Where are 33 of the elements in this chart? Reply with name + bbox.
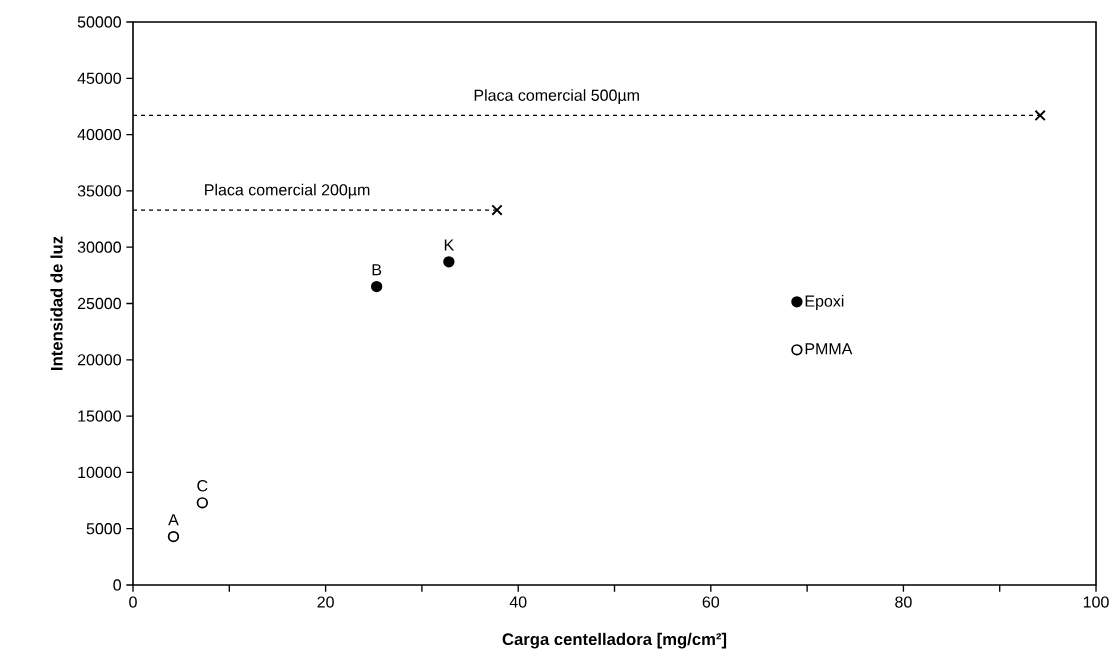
y-tick-label: 35000 — [77, 185, 121, 197]
y-tick-label: 10000 — [78, 466, 121, 479]
annotation: Placa comercial 500µm — [474, 89, 639, 105]
annotation: C — [197, 480, 208, 492]
point — [1034, 109, 1046, 122]
y-tick-label: 25000 — [77, 297, 121, 310]
y-tick-label: 45000 — [77, 72, 121, 84]
annotation: A — [168, 514, 179, 526]
annotation: K — [444, 239, 455, 251]
annotation: B — [372, 264, 382, 276]
x-tick-label: 40 — [509, 596, 527, 608]
point — [196, 497, 209, 509]
annotation: Placa comercial 200µm — [205, 183, 370, 199]
y-tick-label: 30000 — [77, 241, 121, 253]
x-axis-title: Carga centelladora [mg/cm²] — [502, 632, 727, 649]
point — [491, 204, 503, 216]
legend-label: Epoxi — [805, 295, 844, 310]
x-tick-label: 60 — [702, 596, 720, 608]
x-tick-label: 20 — [317, 596, 334, 608]
y-tick-label: 20000 — [77, 354, 121, 366]
y-tick-label: 50000 — [77, 16, 121, 28]
point — [167, 530, 180, 543]
point — [370, 280, 383, 293]
y-tick-label: 5000 — [86, 523, 121, 535]
y-axis-title: Intensidad de luz — [50, 236, 63, 370]
y-tick-label: 0 — [113, 579, 122, 591]
legend-label: PMMA — [805, 343, 853, 355]
point — [443, 256, 455, 268]
y-tick-label: 40000 — [77, 128, 121, 141]
x-tick-label: 100 — [1083, 596, 1109, 608]
x-tick-label: 80 — [895, 596, 912, 608]
y-tick-label: 15000 — [78, 410, 121, 422]
x-tick-label: 0 — [129, 596, 137, 608]
